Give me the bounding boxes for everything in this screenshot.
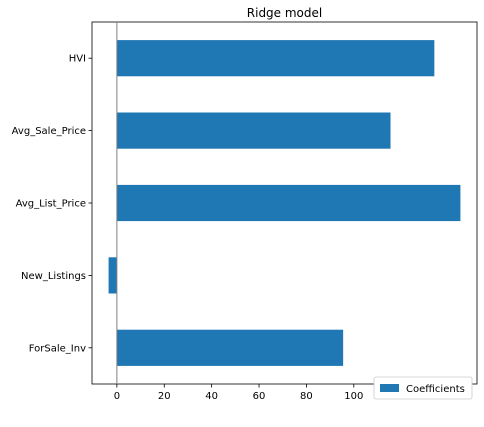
bars	[109, 40, 461, 366]
bar-forsale-inv	[117, 330, 343, 366]
bar-new-listings	[109, 257, 117, 293]
chart-title: Ridge model	[247, 6, 322, 20]
y-tick-label-avg-sale-price: Avg_Sale_Price	[12, 126, 86, 137]
x-tick-label-80: 80	[300, 391, 313, 402]
x-tick-label-60: 60	[253, 391, 266, 402]
y-tick-label-forsale-inv: ForSale_Inv	[29, 343, 86, 354]
y-tick-label-new-listings: New_Listings	[21, 271, 86, 282]
bar-hvi	[117, 40, 434, 76]
bar-avg-sale-price	[117, 113, 391, 149]
y-tick-label-hvi: HVI	[69, 54, 86, 65]
x-tick-label-20: 20	[158, 391, 171, 402]
x-tick-label-100: 100	[344, 391, 363, 402]
bar-avg-list-price	[117, 185, 461, 221]
y-axis: HVI Avg_Sale_Price Avg_List_Price New_Listi…	[12, 54, 92, 355]
legend-label: Coefficients	[406, 384, 465, 395]
y-tick-label-avg-list-price: Avg_List_Price	[16, 199, 86, 210]
x-tick-label-40: 40	[205, 391, 218, 402]
x-tick-label-0: 0	[114, 391, 120, 402]
legend: Coefficients	[374, 377, 472, 399]
legend-swatch	[380, 384, 399, 392]
